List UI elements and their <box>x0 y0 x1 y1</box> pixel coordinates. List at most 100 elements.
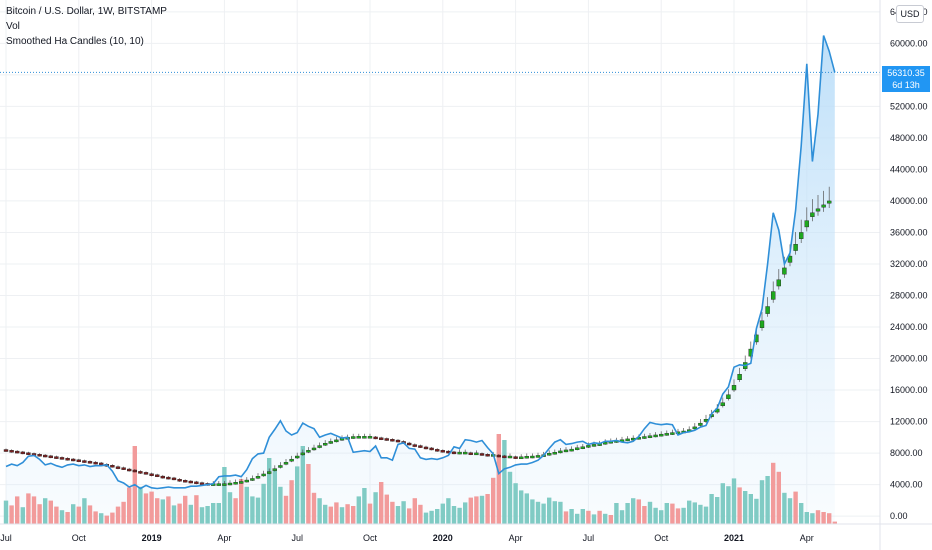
ha-candle <box>737 374 742 381</box>
ha-candle <box>519 456 524 460</box>
ha-candle <box>586 445 591 448</box>
ha-candle <box>423 446 429 450</box>
volume-bar <box>586 510 591 524</box>
ha-candle <box>603 442 608 445</box>
volume-bar <box>334 502 339 524</box>
ha-candle <box>9 450 14 453</box>
ha-candle <box>367 436 373 439</box>
ha-candle <box>535 455 541 458</box>
y-tick-label: 36000.00 <box>890 227 928 237</box>
ha-candle <box>82 460 87 463</box>
volume-bar <box>513 483 518 524</box>
ha-candle <box>485 454 490 457</box>
ha-candle <box>98 462 104 466</box>
volume-bar <box>731 478 737 524</box>
volume-bar <box>552 501 557 524</box>
ha-candle <box>194 481 199 485</box>
volume-bar <box>787 498 793 524</box>
volume-bars <box>3 434 837 524</box>
volume-bar <box>485 494 490 524</box>
volume-bar <box>255 497 261 524</box>
ha-candle <box>37 454 42 457</box>
ha-candle <box>479 453 485 456</box>
ha-candle <box>771 291 776 300</box>
ha-candle <box>283 462 289 465</box>
ha-candle <box>267 471 272 474</box>
volume-bar <box>491 477 496 524</box>
ha-candle <box>311 447 317 451</box>
volume-bar <box>659 510 664 524</box>
ha-candle <box>653 434 658 438</box>
volume-bar <box>177 503 182 524</box>
x-tick-label: 2021 <box>724 533 744 543</box>
volume-bar <box>171 505 177 524</box>
y-tick-label: 24000.00 <box>890 322 928 332</box>
volume-bar <box>188 504 193 524</box>
ha-candle <box>362 436 367 439</box>
volume-bar <box>647 501 653 524</box>
ha-candle <box>412 444 417 447</box>
volume-bar <box>827 513 832 524</box>
x-tick-label: Jul <box>0 533 12 543</box>
volume-bar <box>457 507 462 524</box>
ha-candle <box>373 436 378 440</box>
volume-bar <box>82 498 87 524</box>
ha-candle <box>182 480 188 483</box>
ha-candle <box>821 204 826 208</box>
ha-candle <box>429 447 434 451</box>
volume-bar <box>815 510 821 524</box>
ha-candle <box>440 450 445 453</box>
ha-candle <box>3 449 9 452</box>
volume-bar <box>138 486 143 524</box>
currency-button[interactable]: USD <box>896 5 924 23</box>
ha-candle <box>787 255 793 263</box>
ha-candle <box>255 476 261 479</box>
volume-bar <box>317 498 322 524</box>
volume-bar <box>507 471 513 524</box>
ha-candle <box>395 439 401 443</box>
volume-bar <box>737 487 742 524</box>
ha-candle <box>591 444 597 447</box>
ha-candle <box>334 439 339 443</box>
smoothed-ha-indicator-label[interactable]: Smoothed Ha Candles (10, 10) <box>6 36 144 47</box>
y-tick-label: 12000.00 <box>890 417 928 427</box>
volume-bar <box>821 512 826 524</box>
vol-indicator-label[interactable]: Vol <box>6 21 20 32</box>
volume-bar <box>743 491 748 524</box>
volume-bar <box>670 503 675 524</box>
volume-bar <box>804 512 809 524</box>
ha-candle <box>670 432 675 435</box>
ha-candle <box>726 394 731 399</box>
ha-candle <box>143 472 149 475</box>
volume-bar <box>401 501 406 524</box>
volume-bar <box>720 483 725 524</box>
volume-bar <box>642 506 647 524</box>
last-price-countdown: 6d 13h <box>892 80 920 90</box>
volume-bar <box>765 476 770 524</box>
volume-bar <box>160 499 165 524</box>
ha-candle <box>815 208 821 212</box>
ha-candle <box>793 244 798 251</box>
volume-bar <box>776 471 781 524</box>
ha-candle <box>664 433 669 436</box>
ha-candle <box>138 471 143 474</box>
volume-bar <box>278 486 283 524</box>
y-tick-label: 40000.00 <box>890 196 928 206</box>
x-tick-label: Jul <box>291 533 303 543</box>
volume-bar <box>339 507 345 524</box>
volume-bar <box>810 513 815 524</box>
volume-bar <box>166 496 171 524</box>
volume-bar <box>580 509 585 524</box>
y-tick-label: 60000.00 <box>890 38 928 48</box>
volume-bar <box>205 506 210 524</box>
ha-candle <box>26 452 31 455</box>
volume-bar <box>535 501 541 524</box>
volume-bar <box>104 515 109 524</box>
ha-candle <box>87 461 93 464</box>
ha-candle <box>132 469 138 473</box>
symbol-title[interactable]: Bitcoin / U.S. Dollar, 1W, BITSTAMP <box>6 6 167 17</box>
ha-candle <box>558 450 563 454</box>
volume-bar <box>429 510 434 524</box>
ha-candle <box>782 267 787 275</box>
